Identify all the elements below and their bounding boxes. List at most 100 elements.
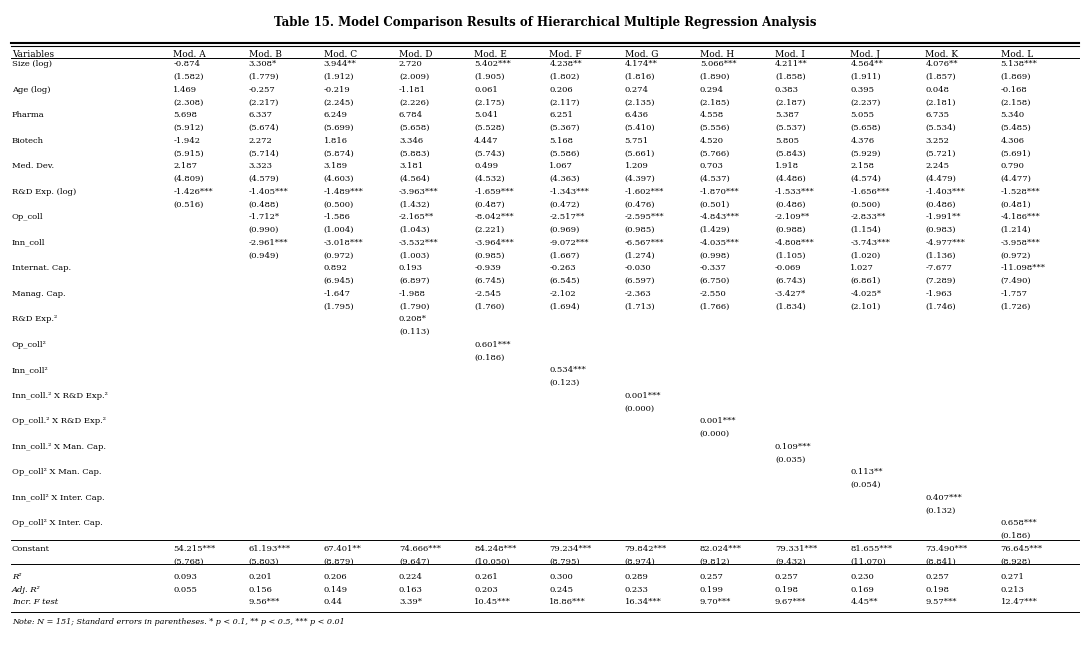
- Text: -2.833**: -2.833**: [850, 213, 885, 221]
- Text: (4.397): (4.397): [625, 175, 655, 183]
- Text: (6.545): (6.545): [549, 277, 580, 285]
- Text: 3.189: 3.189: [324, 162, 348, 170]
- Text: -1.757: -1.757: [1001, 290, 1028, 298]
- Text: 4.447: 4.447: [474, 137, 498, 145]
- Text: (5.721): (5.721): [925, 149, 956, 158]
- Text: (5.658): (5.658): [399, 124, 429, 132]
- Text: -0.069: -0.069: [775, 264, 801, 272]
- Text: (2.237): (2.237): [850, 99, 881, 107]
- Text: 0.658***: 0.658***: [1001, 519, 1038, 527]
- Text: -4.035***: -4.035***: [700, 239, 739, 247]
- Text: Incr. F test: Incr. F test: [12, 598, 58, 606]
- Text: R&D Exp.²: R&D Exp.²: [12, 315, 58, 323]
- Text: (2.308): (2.308): [173, 99, 204, 107]
- Text: 5.387: 5.387: [775, 111, 799, 119]
- Text: (1.746): (1.746): [925, 302, 956, 311]
- Text: 0.156: 0.156: [249, 586, 272, 594]
- Text: 0.892: 0.892: [324, 264, 348, 272]
- Text: Inn_coll: Inn_coll: [12, 239, 46, 247]
- Text: 0.093: 0.093: [173, 573, 197, 581]
- Text: (8.841): (8.841): [925, 557, 956, 566]
- Text: -1.963: -1.963: [925, 290, 953, 298]
- Text: 4.238**: 4.238**: [549, 60, 582, 68]
- Text: -1.602***: -1.602***: [625, 188, 664, 196]
- Text: 0.163: 0.163: [399, 586, 423, 594]
- Text: 3.944**: 3.944**: [324, 60, 356, 68]
- Text: (4.479): (4.479): [925, 175, 956, 183]
- Text: (5.843): (5.843): [775, 149, 806, 158]
- Text: 5.066***: 5.066***: [700, 60, 736, 68]
- Text: -1.489***: -1.489***: [324, 188, 364, 196]
- Text: -4.808***: -4.808***: [775, 239, 814, 247]
- Text: (0.488): (0.488): [249, 200, 279, 209]
- Text: (5.537): (5.537): [775, 124, 806, 132]
- Text: -0.030: -0.030: [625, 264, 651, 272]
- Text: 0.261: 0.261: [474, 573, 498, 581]
- Text: (1.429): (1.429): [700, 226, 730, 234]
- Text: (0.000): (0.000): [625, 404, 655, 413]
- Text: 3.252: 3.252: [925, 137, 949, 145]
- Text: (2.009): (2.009): [399, 73, 429, 81]
- Text: 5.055: 5.055: [850, 111, 874, 119]
- Text: 4.558: 4.558: [700, 111, 724, 119]
- Text: Op_coll² X Man. Cap.: Op_coll² X Man. Cap.: [12, 468, 101, 476]
- Text: 0.198: 0.198: [925, 586, 949, 594]
- Text: (2.185): (2.185): [700, 99, 730, 107]
- Text: 1.027: 1.027: [850, 264, 874, 272]
- Text: 1.067: 1.067: [549, 162, 573, 170]
- Text: (0.501): (0.501): [700, 200, 730, 209]
- Text: Manag. Cap.: Manag. Cap.: [12, 290, 65, 298]
- Text: -2.545: -2.545: [474, 290, 501, 298]
- Text: -1.426***: -1.426***: [173, 188, 213, 196]
- Text: 0.703: 0.703: [700, 162, 724, 170]
- Text: -3.964***: -3.964***: [474, 239, 513, 247]
- Text: 4.564**: 4.564**: [850, 60, 883, 68]
- Text: 9.67***: 9.67***: [775, 598, 807, 606]
- Text: (1.869): (1.869): [1001, 73, 1031, 81]
- Text: (0.113): (0.113): [399, 328, 429, 336]
- Text: Mod. L: Mod. L: [1001, 50, 1033, 59]
- Text: (8.879): (8.879): [324, 557, 354, 566]
- Text: -0.939: -0.939: [474, 264, 501, 272]
- Text: (0.972): (0.972): [324, 251, 354, 260]
- Text: 54.215***: 54.215***: [173, 545, 216, 553]
- Text: 0.230: 0.230: [850, 573, 874, 581]
- Text: Op_coll²: Op_coll²: [12, 341, 47, 349]
- Text: (1.795): (1.795): [324, 302, 354, 311]
- Text: 3.181: 3.181: [399, 162, 423, 170]
- Text: (1.667): (1.667): [549, 251, 580, 260]
- Text: -4.025*: -4.025*: [850, 290, 882, 298]
- Text: 6.735: 6.735: [925, 111, 949, 119]
- Text: (1.582): (1.582): [173, 73, 204, 81]
- Text: Inn_coll² X Inter. Cap.: Inn_coll² X Inter. Cap.: [12, 494, 105, 502]
- Text: -2.517**: -2.517**: [549, 213, 584, 221]
- Text: (1.760): (1.760): [474, 302, 505, 311]
- Text: (1.816): (1.816): [625, 73, 655, 81]
- Text: (11.070): (11.070): [850, 557, 886, 566]
- Text: Op_coll: Op_coll: [12, 213, 44, 221]
- Text: (5.410): (5.410): [625, 124, 655, 132]
- Text: (4.579): (4.579): [249, 175, 279, 183]
- Text: 4.076**: 4.076**: [925, 60, 958, 68]
- Text: -2.550: -2.550: [700, 290, 727, 298]
- Text: (2.117): (2.117): [549, 99, 580, 107]
- Text: -3.963***: -3.963***: [399, 188, 438, 196]
- Text: 79.331***: 79.331***: [775, 545, 818, 553]
- Text: Mod. A: Mod. A: [173, 50, 206, 59]
- Text: -8.042***: -8.042***: [474, 213, 513, 221]
- Text: 0.257: 0.257: [700, 573, 724, 581]
- Text: 0.001***: 0.001***: [625, 392, 661, 400]
- Text: Med. Dev.: Med. Dev.: [12, 162, 54, 170]
- Text: (4.809): (4.809): [173, 175, 204, 183]
- Text: (1.004): (1.004): [324, 226, 354, 234]
- Text: -3.743***: -3.743***: [850, 239, 891, 247]
- Text: (0.476): (0.476): [625, 200, 655, 209]
- Text: -1.712*: -1.712*: [249, 213, 280, 221]
- Text: (8.795): (8.795): [549, 557, 580, 566]
- Text: 9.57***: 9.57***: [925, 598, 957, 606]
- Text: -1.870***: -1.870***: [700, 188, 739, 196]
- Text: 2.720: 2.720: [399, 60, 423, 68]
- Text: 5.805: 5.805: [775, 137, 799, 145]
- Text: (5.915): (5.915): [173, 149, 204, 158]
- Text: Table 15. Model Comparison Results of Hierarchical Multiple Regression Analysis: Table 15. Model Comparison Results of Hi…: [274, 16, 816, 29]
